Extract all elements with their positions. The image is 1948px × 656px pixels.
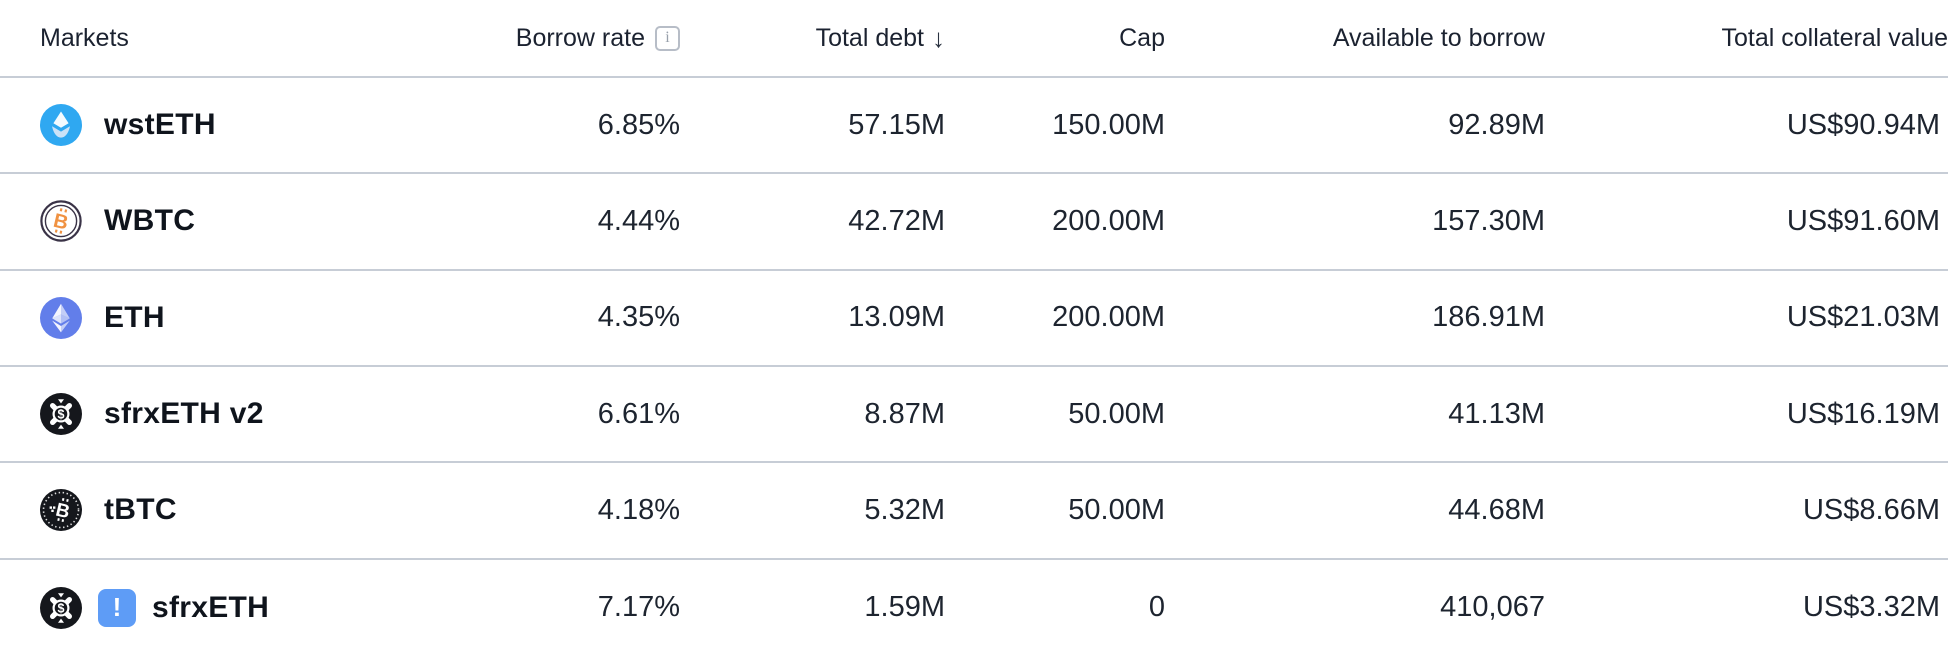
eth-icon: [40, 296, 82, 339]
available-to-borrow-cell: 157.30M: [1432, 204, 1545, 237]
total-collateral-value-cell: US$90.94M: [1786, 108, 1940, 141]
wbtc-icon: B: [40, 200, 82, 243]
column-header-total-debt[interactable]: Total debt ↓: [680, 23, 945, 54]
sort-desc-icon: ↓: [932, 22, 945, 53]
total-collateral-value-cell: US$3.32M: [1802, 591, 1940, 624]
cap-cell: 50.00M: [1068, 397, 1165, 430]
total-debt-cell: 57.15M: [848, 108, 945, 141]
market-name: sfrxETH: [152, 590, 270, 624]
column-header-total-collateral-value-label: Total collateral value: [1721, 23, 1948, 52]
column-header-total-collateral-value[interactable]: Total collateral value: [1545, 24, 1948, 53]
svg-text:$: $: [58, 601, 65, 615]
market-name: sfrxETH v2: [104, 397, 264, 431]
market-cell: ETH: [0, 296, 440, 339]
cap-cell: 150.00M: [1052, 108, 1165, 141]
borrow-rate-cell: 6.61%: [597, 397, 680, 430]
warning-badge-glyph: !: [112, 592, 122, 623]
available-to-borrow-cell: 92.89M: [1448, 108, 1545, 141]
column-header-cap-label: Cap: [1119, 23, 1165, 52]
market-cell: $ ! sfrxETH: [0, 586, 440, 629]
available-to-borrow-cell: 44.68M: [1448, 493, 1545, 526]
total-debt-cell: 42.72M: [848, 204, 945, 237]
market-cell: B tBTC: [0, 489, 440, 532]
warning-badge[interactable]: !: [98, 588, 136, 627]
column-header-cap[interactable]: Cap: [945, 24, 1165, 53]
cap-cell: 200.00M: [1052, 204, 1165, 237]
borrow-rate-cell: 4.35%: [597, 301, 680, 334]
tbtc-icon: B: [40, 489, 82, 532]
svg-text:$: $: [58, 408, 65, 422]
total-debt-cell: 8.87M: [864, 397, 945, 430]
frax-sfrxeth-icon: $: [40, 393, 82, 436]
column-header-borrow-rate-label: Borrow rate: [515, 23, 645, 52]
table-row[interactable]: wstETH 6.85% 57.15M 150.00M 92.89M US$90…: [0, 78, 1948, 175]
borrow-rate-cell: 4.18%: [597, 493, 680, 526]
frax-sfrxeth-icon: $: [40, 586, 82, 629]
table-row[interactable]: B WBTC 4.44% 42.72M 200.00M 157.30M US$9…: [0, 174, 1948, 271]
info-icon-glyph: i: [665, 29, 670, 46]
market-cell: wstETH: [0, 104, 440, 147]
available-to-borrow-cell: 410,067: [1440, 591, 1545, 624]
cap-cell: 200.00M: [1052, 301, 1165, 334]
total-collateral-value-cell: US$16.19M: [1786, 397, 1940, 430]
column-header-available-to-borrow[interactable]: Available to borrow: [1165, 24, 1545, 53]
borrow-rate-cell: 6.85%: [597, 108, 680, 141]
total-debt-cell: 5.32M: [864, 493, 945, 526]
svg-text:B: B: [51, 210, 70, 235]
borrow-rate-cell: 7.17%: [597, 591, 680, 624]
cap-cell: 0: [1148, 591, 1165, 624]
column-header-total-debt-label: Total debt: [815, 23, 924, 52]
market-cell: $ sfrxETH v2: [0, 393, 440, 436]
total-collateral-value-cell: US$8.66M: [1802, 493, 1940, 526]
borrow-rate-cell: 4.44%: [597, 204, 680, 237]
table-body: wstETH 6.85% 57.15M 150.00M 92.89M US$90…: [0, 78, 1948, 656]
total-collateral-value-cell: US$21.03M: [1786, 301, 1940, 334]
cap-cell: 50.00M: [1068, 493, 1165, 526]
table-row[interactable]: B tBTC 4.18% 5.32M 50.00M 44.68M US$8.66…: [0, 463, 1948, 560]
total-debt-cell: 1.59M: [864, 591, 945, 624]
column-header-markets[interactable]: Markets: [0, 24, 440, 53]
market-name: ETH: [104, 300, 165, 334]
market-name: wstETH: [104, 108, 216, 142]
table-row[interactable]: ETH 4.35% 13.09M 200.00M 186.91M US$21.0…: [0, 271, 1948, 367]
market-name: WBTC: [104, 204, 196, 238]
available-to-borrow-cell: 186.91M: [1432, 301, 1545, 334]
table-row[interactable]: $ ! sfrxETH 7.17% 1.59M 0 410,067 US$3.3…: [0, 560, 1948, 656]
market-cell: B WBTC: [0, 200, 440, 243]
total-collateral-value-cell: US$91.60M: [1786, 204, 1940, 237]
table-header-row: Markets Borrow rate i Total debt ↓ Cap A…: [0, 0, 1948, 78]
column-header-available-to-borrow-label: Available to borrow: [1332, 23, 1545, 52]
svg-text:B: B: [54, 500, 72, 524]
column-header-borrow-rate[interactable]: Borrow rate i: [440, 24, 680, 53]
info-icon[interactable]: i: [655, 25, 680, 51]
total-debt-cell: 13.09M: [848, 301, 945, 334]
table-row[interactable]: $ sfrxETH v2 6.61% 8.87M 50.00M 41.13M U…: [0, 367, 1948, 464]
available-to-borrow-cell: 41.13M: [1448, 397, 1545, 430]
column-header-markets-label: Markets: [40, 23, 129, 52]
lido-wsteth-icon: [40, 104, 82, 147]
market-name: tBTC: [104, 493, 177, 527]
